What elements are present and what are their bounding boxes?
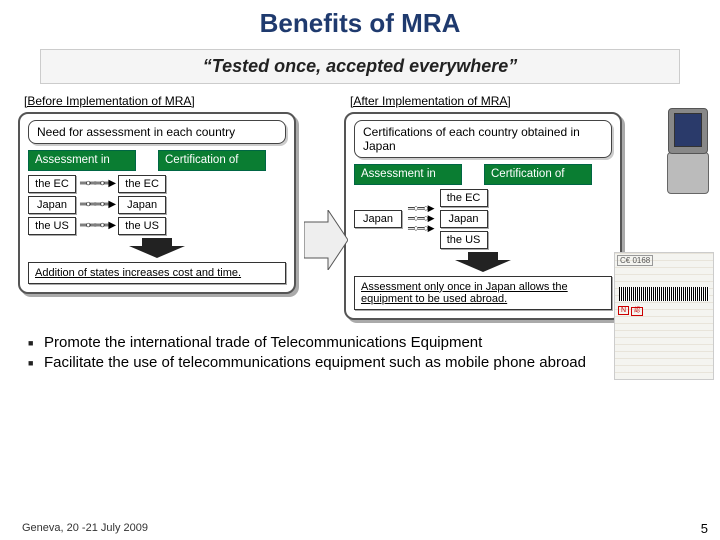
transition-arrow-icon — [304, 210, 348, 270]
before-footer: Addition of states increases cost and ti… — [28, 262, 286, 284]
connector-icon: ═○══○═▶ — [80, 199, 114, 210]
before-column: [Before Implementation of MRA] Need for … — [18, 94, 296, 320]
assessment-cell: the US — [28, 217, 76, 235]
before-panel: Need for assessment in each country Asse… — [18, 112, 296, 294]
comparison-columns: [Before Implementation of MRA] Need for … — [0, 90, 720, 320]
after-target-2: the US — [440, 231, 488, 249]
barcode-icon — [619, 287, 709, 301]
assessment-cell: Japan — [28, 196, 76, 214]
bullet-list: Promote the international trade of Telec… — [0, 320, 720, 374]
page-title: Benefits of MRA — [0, 0, 720, 43]
connector-icon: ═○══○═▶ — [80, 178, 114, 189]
cert-cell: the US — [118, 217, 166, 235]
before-row-1: Japan ═○══○═▶ Japan — [28, 196, 286, 214]
assessment-cell: the EC — [28, 175, 76, 193]
ce-mark: C€ 0168 — [617, 255, 653, 266]
page-number: 5 — [701, 521, 708, 536]
connector-icon: ═○══○═▶ — [80, 220, 114, 231]
after-panel: Certifications of each country obtained … — [344, 112, 622, 320]
before-row-2: the US ═○══○═▶ the US — [28, 217, 286, 235]
after-col-a: Assessment in — [354, 164, 462, 185]
after-note: Certifications of each country obtained … — [354, 120, 612, 158]
before-row-0: the EC ═○══○═▶ the EC — [28, 175, 286, 193]
after-column: [After Implementation of MRA] Certificat… — [344, 94, 622, 320]
before-col-b: Certification of — [158, 150, 266, 171]
after-col-b: Certification of — [484, 164, 592, 185]
after-target-0: the EC — [440, 189, 488, 207]
footer-text: Geneva, 20 -21 July 2009 — [22, 522, 148, 534]
down-arrow-icon — [354, 252, 612, 272]
after-header: [After Implementation of MRA] — [350, 94, 622, 108]
cert-cell: the EC — [118, 175, 166, 193]
before-note: Need for assessment in each country — [28, 120, 286, 144]
before-header: [Before Implementation of MRA] — [24, 94, 296, 108]
cert-cell: Japan — [118, 196, 166, 214]
bullet-1: Facilitate the use of telecommunications… — [28, 354, 700, 373]
before-col-a: Assessment in — [28, 150, 136, 171]
phone-illustration — [666, 108, 710, 196]
after-single-assessment: Japan — [354, 210, 402, 228]
bullet-0: Promote the international trade of Telec… — [28, 334, 700, 353]
tagline: “Tested once, accepted everywhere” — [40, 49, 680, 84]
after-footer: Assessment only once in Japan allows the… — [354, 276, 612, 310]
after-target-1: Japan — [440, 210, 488, 228]
fan-connector-icon: ═○═○▶═○═○▶═○═○▶ — [408, 204, 434, 234]
down-arrow-icon — [28, 238, 286, 258]
